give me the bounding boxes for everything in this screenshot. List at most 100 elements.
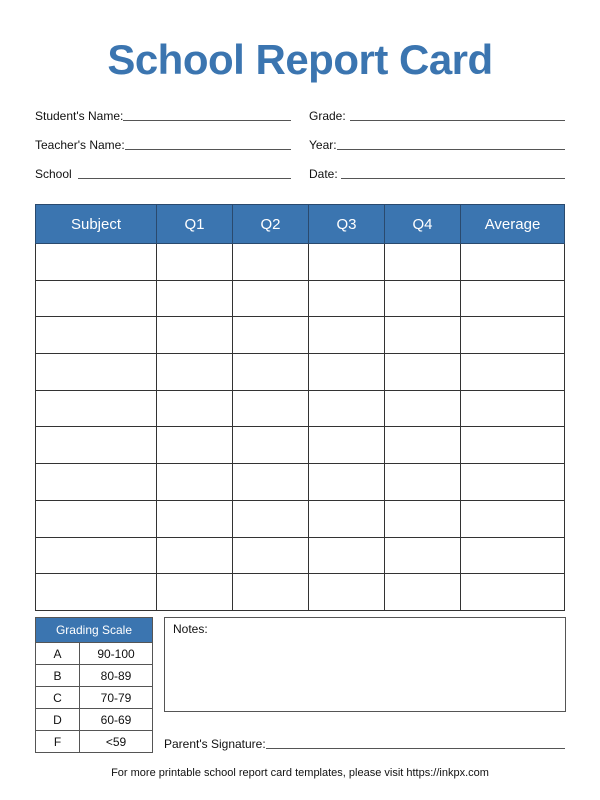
student-name-field[interactable]: Student's Name: <box>35 107 291 123</box>
cell-average[interactable] <box>460 316 565 355</box>
scale-grade: B <box>35 664 80 687</box>
cell-q3[interactable] <box>308 279 385 318</box>
date-line[interactable] <box>340 178 565 179</box>
cell-subject[interactable] <box>35 243 157 281</box>
cell-subject[interactable] <box>35 279 157 318</box>
table-row <box>35 573 565 611</box>
cell-q2[interactable] <box>232 279 309 318</box>
cell-average[interactable] <box>460 573 565 611</box>
cell-q3[interactable] <box>308 316 385 355</box>
cell-q4[interactable] <box>384 463 461 501</box>
table-row <box>35 279 565 318</box>
cell-q4[interactable] <box>384 499 461 538</box>
student-name-line[interactable] <box>123 120 291 121</box>
cell-q2[interactable] <box>232 316 309 355</box>
cell-q2[interactable] <box>232 463 309 501</box>
cell-q4[interactable] <box>384 426 461 465</box>
header-q1: Q1 <box>156 204 233 244</box>
cell-q1[interactable] <box>156 316 233 355</box>
scale-range: 60-69 <box>79 708 153 731</box>
cell-q2[interactable] <box>232 426 309 465</box>
cell-q3[interactable] <box>308 426 385 465</box>
scale-grade: C <box>35 686 80 709</box>
cell-average[interactable] <box>460 536 565 575</box>
school-field[interactable]: School <box>35 165 291 181</box>
cell-average[interactable] <box>460 389 565 428</box>
cell-average[interactable] <box>460 463 565 501</box>
notes-box[interactable]: Notes: <box>164 617 566 712</box>
teacher-name-line[interactable] <box>124 149 291 150</box>
cell-q1[interactable] <box>156 389 233 428</box>
cell-subject[interactable] <box>35 316 157 355</box>
cell-q3[interactable] <box>308 243 385 281</box>
cell-q4[interactable] <box>384 353 461 391</box>
cell-average[interactable] <box>460 353 565 391</box>
cell-average[interactable] <box>460 279 565 318</box>
table-row <box>35 499 565 538</box>
cell-q4[interactable] <box>384 279 461 318</box>
cell-q1[interactable] <box>156 573 233 611</box>
cell-q3[interactable] <box>308 389 385 428</box>
scale-row: A 90-100 <box>35 642 153 665</box>
scale-range: <59 <box>79 730 153 753</box>
cell-q3[interactable] <box>308 573 385 611</box>
date-field[interactable]: Date: <box>309 165 565 181</box>
cell-subject[interactable] <box>35 463 157 501</box>
table-row <box>35 463 565 501</box>
cell-q1[interactable] <box>156 353 233 391</box>
grade-field[interactable]: Grade: <box>309 107 565 123</box>
cell-q1[interactable] <box>156 279 233 318</box>
grade-line[interactable] <box>349 120 565 121</box>
cell-q3[interactable] <box>308 536 385 575</box>
cell-q2[interactable] <box>232 536 309 575</box>
cell-subject[interactable] <box>35 426 157 465</box>
scale-grade: A <box>35 642 80 665</box>
cell-q4[interactable] <box>384 389 461 428</box>
cell-subject[interactable] <box>35 536 157 575</box>
cell-q1[interactable] <box>156 463 233 501</box>
scale-range: 90-100 <box>79 642 153 665</box>
cell-subject[interactable] <box>35 499 157 538</box>
table-row <box>35 389 565 428</box>
cell-q2[interactable] <box>232 573 309 611</box>
year-field[interactable]: Year: <box>309 136 565 152</box>
cell-q4[interactable] <box>384 316 461 355</box>
table-row <box>35 316 565 355</box>
parent-signature-field[interactable]: Parent's Signature: <box>164 735 565 751</box>
cell-q3[interactable] <box>308 353 385 391</box>
cell-average[interactable] <box>460 426 565 465</box>
cell-q3[interactable] <box>308 463 385 501</box>
cell-q1[interactable] <box>156 536 233 575</box>
cell-q4[interactable] <box>384 573 461 611</box>
page-title: School Report Card <box>107 36 493 83</box>
cell-q2[interactable] <box>232 389 309 428</box>
cell-q2[interactable] <box>232 243 309 281</box>
header-subject: Subject <box>35 204 157 244</box>
table-row <box>35 426 565 465</box>
school-label: School <box>35 167 72 181</box>
cell-q2[interactable] <box>232 353 309 391</box>
cell-q1[interactable] <box>156 499 233 538</box>
signature-label: Parent's Signature: <box>164 737 266 751</box>
cell-q4[interactable] <box>384 243 461 281</box>
cell-q4[interactable] <box>384 536 461 575</box>
scale-row: C 70-79 <box>35 686 153 709</box>
cell-subject[interactable] <box>35 353 157 391</box>
cell-q1[interactable] <box>156 243 233 281</box>
cell-q2[interactable] <box>232 499 309 538</box>
cell-q3[interactable] <box>308 499 385 538</box>
header-average: Average <box>460 204 565 244</box>
cell-subject[interactable] <box>35 389 157 428</box>
cell-average[interactable] <box>460 243 565 281</box>
signature-line[interactable] <box>265 748 565 749</box>
grades-header-row: Subject Q1 Q2 Q3 Q4 Average <box>35 204 565 244</box>
year-line[interactable] <box>336 149 565 150</box>
cell-average[interactable] <box>460 499 565 538</box>
scale-row: F <59 <box>35 730 153 753</box>
cell-subject[interactable] <box>35 573 157 611</box>
school-line[interactable] <box>77 178 291 179</box>
header-q3: Q3 <box>308 204 385 244</box>
footer-text: For more printable school report card te… <box>111 767 489 779</box>
cell-q1[interactable] <box>156 426 233 465</box>
teacher-name-field[interactable]: Teacher's Name: <box>35 136 291 152</box>
